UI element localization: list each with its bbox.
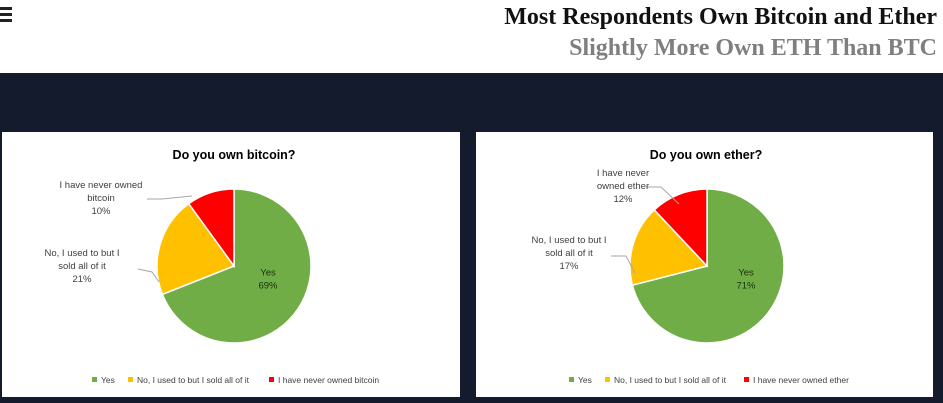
page-title: Most Respondents Own Bitcoin and Ether — [504, 4, 937, 30]
legend-swatch — [744, 377, 749, 382]
data-label: I have never owned ether 12% — [597, 168, 649, 205]
data-label: Yes 71% — [736, 268, 756, 292]
legend-swatch — [569, 377, 574, 382]
data-label: Yes 69% — [258, 268, 278, 292]
pie-slice — [653, 188, 708, 268]
leader-line — [147, 195, 193, 200]
chart-title: Do you own ether? — [650, 148, 763, 162]
legend-swatch — [605, 377, 610, 382]
pie-slice — [156, 202, 236, 296]
legend-label: No, I used to but I sold all of it — [137, 375, 250, 385]
ether-pie-chart: Do you own ether? Yes 71% No, I used to but… — [532, 148, 850, 385]
legend-label: I have never owned bitcoin — [278, 375, 379, 385]
bitcoin-chart-panel: Do you own bitcoin? Yes 69% No, I used to b… — [2, 132, 460, 397]
legend-label: No, I used to but I sold all of it — [614, 375, 727, 385]
legend-label: I have never owned ether — [753, 375, 849, 385]
legend-swatch — [128, 377, 133, 382]
hamburger-menu-icon[interactable] — [0, 6, 14, 22]
legend-swatch — [269, 377, 274, 382]
leader-line — [646, 186, 680, 205]
ether-chart-panel: Do you own ether? Yes 71% No, I used to but… — [476, 132, 933, 397]
legend-swatch — [92, 377, 97, 382]
data-label: I have never owned bitcoin 10% — [60, 180, 143, 217]
leader-line — [137, 268, 160, 283]
chart-title: Do you own bitcoin? — [173, 148, 296, 162]
legend-label: Yes — [101, 375, 115, 385]
pie-slice — [187, 188, 235, 269]
bitcoin-pie-chart: Do you own bitcoin? Yes 69% No, I used to b… — [45, 148, 380, 385]
pie-slice — [631, 188, 785, 344]
page-subtitle: Slightly More Own ETH Than BTC — [569, 35, 937, 61]
legend-label: Yes — [578, 375, 592, 385]
pie-slice — [161, 188, 312, 344]
pie-slice — [629, 208, 709, 287]
leader-line — [611, 255, 636, 274]
